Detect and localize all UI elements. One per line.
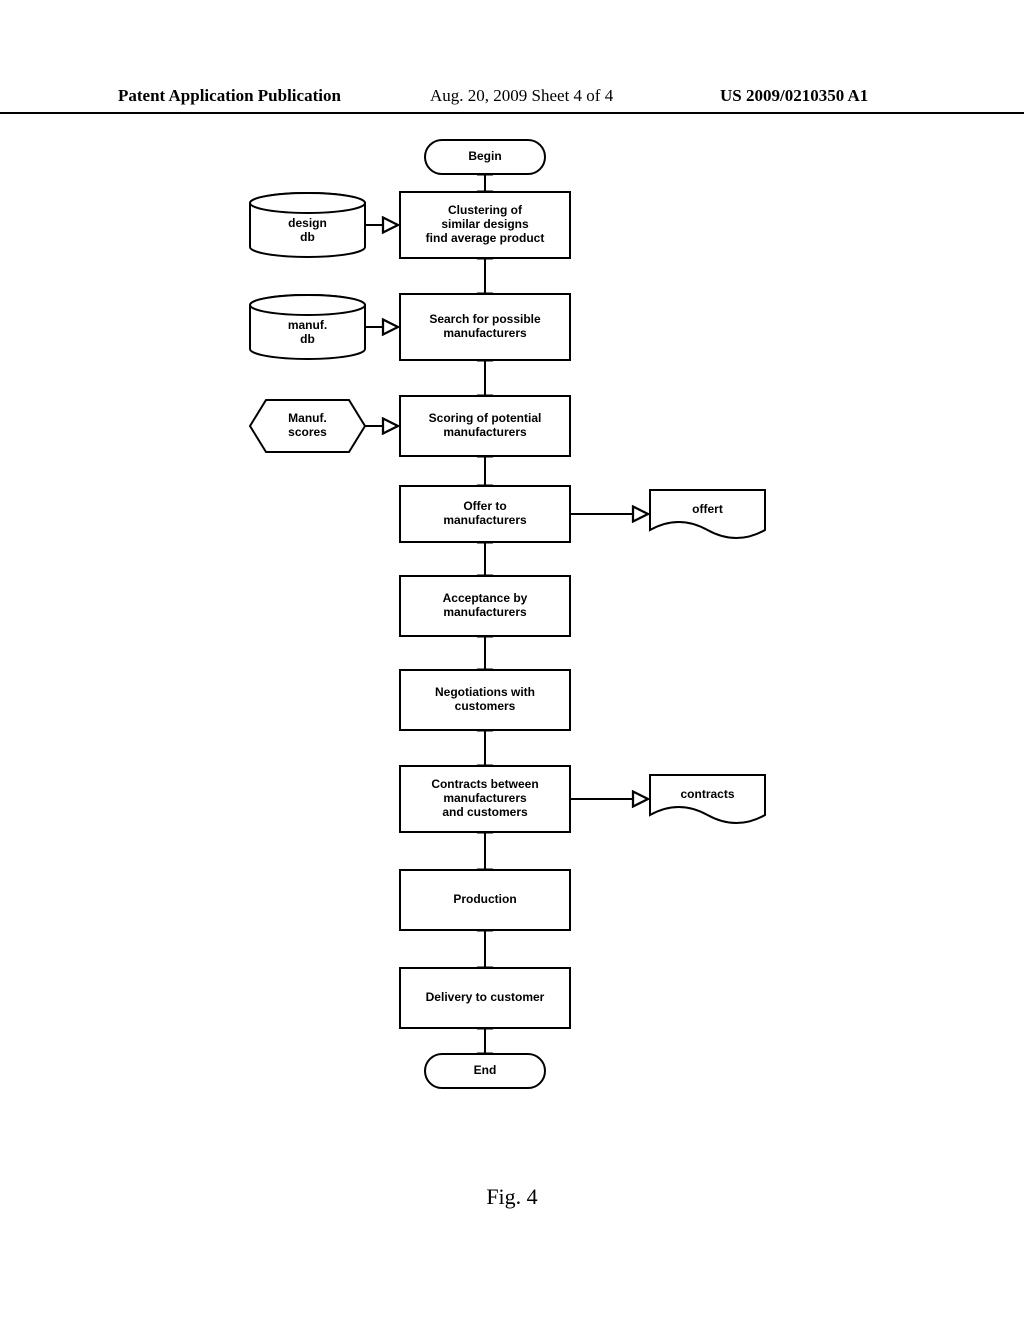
svg-text:manufacturers: manufacturers [443, 326, 527, 340]
svg-text:Clustering of: Clustering of [448, 203, 523, 217]
svg-text:Manuf.: Manuf. [288, 411, 327, 425]
svg-text:manufacturers: manufacturers [443, 791, 527, 805]
header-left: Patent Application Publication [118, 86, 341, 106]
svg-text:Negotiations with: Negotiations with [435, 685, 535, 699]
svg-text:offert: offert [692, 502, 723, 516]
header-mid: Aug. 20, 2009 Sheet 4 of 4 [430, 86, 613, 106]
svg-text:manufacturers: manufacturers [443, 425, 527, 439]
svg-text:customers: customers [455, 699, 516, 713]
svg-text:Search for possible: Search for possible [429, 312, 541, 326]
svg-text:design: design [288, 216, 327, 230]
svg-text:similar designs: similar designs [441, 217, 529, 231]
page-header: Patent Application Publication Aug. 20, … [0, 86, 1024, 114]
svg-text:manufacturers: manufacturers [443, 513, 527, 527]
flowchart-svg: Begin Clustering ofsimilar designsfind av… [0, 130, 1024, 1130]
svg-text:Begin: Begin [468, 149, 501, 163]
page: Patent Application Publication Aug. 20, … [0, 0, 1024, 1320]
svg-text:find average product: find average product [426, 231, 545, 245]
svg-text:manufacturers: manufacturers [443, 605, 527, 619]
svg-text:Contracts between: Contracts between [431, 777, 538, 791]
svg-text:db: db [300, 230, 315, 244]
svg-text:scores: scores [288, 425, 327, 439]
svg-text:and customers: and customers [442, 805, 528, 819]
figure-caption: Fig. 4 [0, 1184, 1024, 1210]
header-right: US 2009/0210350 A1 [720, 86, 868, 106]
svg-text:manuf.: manuf. [288, 318, 327, 332]
svg-text:Offer to: Offer to [463, 499, 506, 513]
svg-text:Acceptance by: Acceptance by [443, 591, 528, 605]
svg-text:Production: Production [453, 892, 516, 906]
svg-text:db: db [300, 332, 315, 346]
svg-text:Scoring of potential: Scoring of potential [429, 411, 542, 425]
flowchart-diagram: Begin Clustering ofsimilar designsfind av… [0, 130, 1024, 1190]
svg-text:End: End [474, 1063, 497, 1077]
svg-text:Delivery to customer: Delivery to customer [426, 990, 545, 1004]
svg-text:contracts: contracts [680, 787, 734, 801]
